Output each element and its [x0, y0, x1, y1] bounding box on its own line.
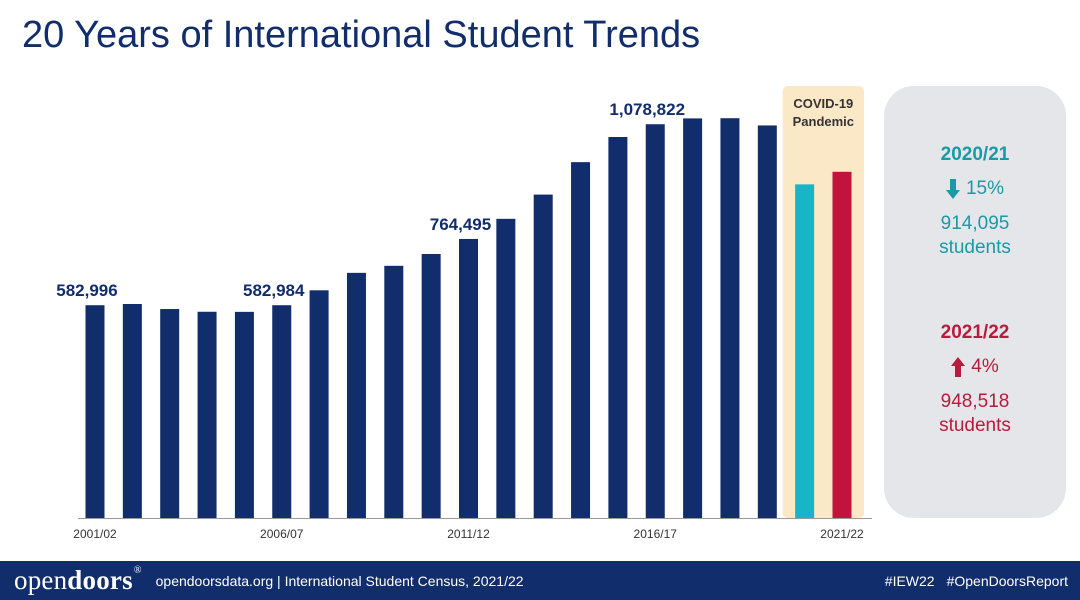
bar-chart: COVID-19 Pandemic 582,996 582,984 764,495 1,0…: [56, 86, 872, 541]
stat-count: 948,518: [940, 391, 1010, 412]
bar-2016-17: [645, 124, 665, 518]
pandemic-label: Pandemic: [793, 114, 854, 129]
stat-change-value: 15%: [965, 178, 1005, 199]
footer-bar: opendoors® opendoorsdata.org | Internati…: [0, 561, 1080, 600]
bar-2005-06: [234, 311, 254, 518]
stat-count: 914,095: [940, 213, 1010, 234]
stat-value: 914,095 students: [884, 212, 1066, 260]
data-label: 582,984: [243, 281, 305, 300]
stat-value: 948,518 students: [884, 390, 1066, 438]
stat-unit: students: [939, 415, 1011, 436]
hashtag-iew22[interactable]: #IEW22: [884, 572, 935, 589]
footer-hashtags: #IEW22 #OpenDoorsReport: [885, 573, 1068, 589]
bar-2012-13: [496, 218, 516, 518]
bar-2018-19: [720, 118, 740, 518]
opendoors-logo: opendoors®: [14, 565, 142, 595]
stats-panel: 2020/21 15% 914,095 students 2021/22 4% …: [884, 86, 1066, 518]
bar-2001-02: [85, 305, 105, 518]
bar-2017-18: [683, 118, 703, 519]
stat-change: 15%: [884, 178, 1066, 200]
stat-year: 2020/21: [940, 144, 1010, 165]
bar-2008-09: [346, 272, 366, 518]
bar-2015-16: [608, 136, 628, 518]
bar-2007-08: [309, 290, 329, 518]
bar-2021-22: [832, 171, 852, 518]
stat-year: 2021/22: [940, 322, 1010, 343]
page-title: 20 Years of International Student Trends: [22, 14, 701, 56]
stat-unit: students: [939, 237, 1011, 258]
bar-2020-21: [795, 184, 815, 518]
bar-2009-10: [384, 265, 404, 518]
arrow-up-icon: [951, 357, 966, 377]
hashtag-opendoorsreport[interactable]: #OpenDoorsReport: [946, 572, 1068, 589]
x-tick-label: 2006/07: [260, 527, 304, 541]
bar-2004-05: [197, 311, 217, 518]
data-label: 1,078,822: [609, 100, 685, 119]
bar-2011-12: [459, 238, 478, 518]
footer-source-text: opendoorsdata.org | International Studen…: [155, 572, 524, 589]
pandemic-label: COVID-19: [793, 96, 853, 111]
bar-2019-20: [757, 125, 777, 518]
stat-change: 4%: [884, 356, 1066, 378]
data-label: 582,996: [56, 281, 117, 300]
stat-change-value: 4%: [971, 356, 999, 377]
x-tick-label: 2011/12: [447, 527, 490, 541]
data-label: 764,495: [430, 215, 491, 234]
bar-2002-03: [122, 303, 142, 518]
pandemic-highlight: [782, 86, 864, 518]
bar-2013-14: [533, 194, 553, 519]
stat-block-2021-22: 2021/22 4% 948,518 students: [884, 322, 1066, 438]
bar-2003-04: [160, 309, 180, 518]
bar-2010-11: [421, 254, 441, 518]
x-tick-label: 2016/17: [634, 527, 678, 541]
stat-block-2020-21: 2020/21 15% 914,095 students: [884, 144, 1066, 260]
arrow-down-icon: [945, 179, 960, 199]
bar-2014-15: [571, 162, 591, 518]
bar-2006-07: [272, 305, 292, 518]
x-tick-label: 2001/02: [73, 527, 117, 541]
x-tick-label: 2021/22: [820, 527, 864, 541]
